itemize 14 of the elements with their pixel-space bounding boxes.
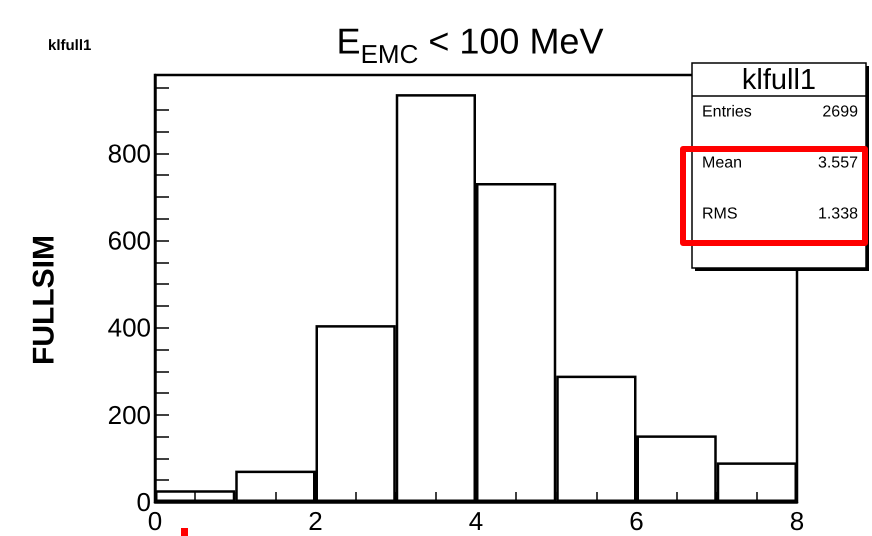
text: Mean 3.557 [702,154,858,172]
y-tick-label: 600 [108,226,151,256]
x-tick-label: 8 [790,506,804,536]
y-tick-label: 400 [108,312,151,343]
text: RMS 1.338 [702,206,858,222]
y-tick-label: 800 [108,138,151,168]
text: klfull1 [48,37,92,54]
x-tick-label: 6 [629,506,644,536]
y-tick-label: 200 [108,400,151,430]
x-tick-label: 2 [308,506,323,536]
y-axis-title: FULLSIM [28,235,60,365]
x-tick-label: 4 [468,506,484,536]
text: Entries 2699 [702,104,858,120]
annotation: klfull1 [742,64,816,96]
